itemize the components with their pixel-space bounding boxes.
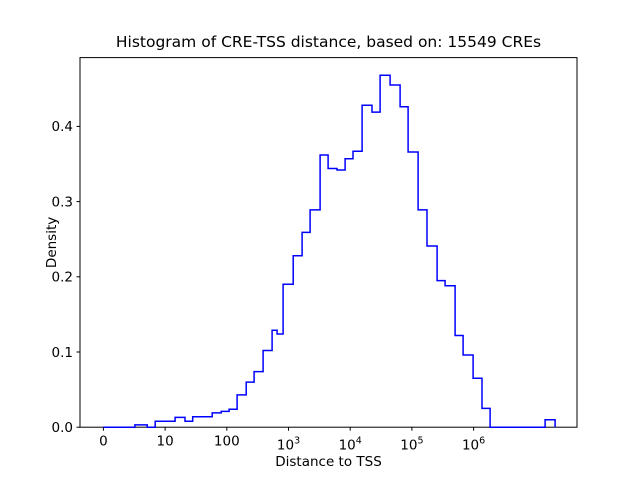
axes-frame xyxy=(79,57,578,428)
x-tick-label: 10 xyxy=(157,434,174,450)
x-tick-label: 106 xyxy=(462,436,485,454)
y-tick-label: 0.1 xyxy=(52,345,73,361)
y-tick-label: 0.3 xyxy=(52,194,73,210)
x-tick-label: 103 xyxy=(277,436,300,454)
chart-title: Histogram of CRE-TSS distance, based on:… xyxy=(116,33,541,51)
x-tick-label: 105 xyxy=(400,436,423,454)
x-tick-label: 100 xyxy=(214,434,240,450)
y-tick-label: 0.4 xyxy=(52,119,73,135)
y-tick-label: 0.2 xyxy=(52,270,73,286)
x-axis-label: Distance to TSS xyxy=(275,454,382,470)
x-tick-label: 0 xyxy=(99,434,108,450)
histogram-step-line xyxy=(103,74,556,428)
histogram-series xyxy=(103,74,556,428)
y-axis-label: Density xyxy=(44,217,60,268)
x-axis-ticks: 0 10 100 103 104 105 106 xyxy=(99,427,485,454)
y-axis-ticks: 0.0 0.1 0.2 0.3 0.4 xyxy=(52,119,80,436)
y-tick-label: 0.0 xyxy=(52,420,73,436)
x-tick-label: 104 xyxy=(339,436,362,454)
